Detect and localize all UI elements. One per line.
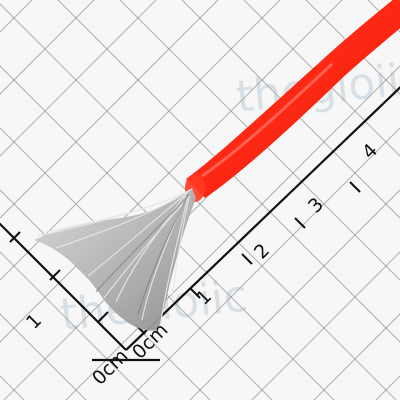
grid-line — [0, 251, 149, 400]
strand — [55, 189, 191, 249]
ruler-tick — [349, 181, 361, 193]
ruler-line — [125, 86, 400, 351]
ruler-left-label-0cm: 0cm — [88, 345, 133, 390]
ruler-tick — [49, 269, 61, 281]
grid-line — [0, 189, 211, 400]
strand-shadow — [95, 193, 191, 293]
grid-line — [127, 127, 400, 400]
strand — [45, 190, 190, 233]
strand — [87, 191, 189, 277]
grid-line — [0, 0, 219, 219]
grid-line — [0, 0, 400, 8]
ruler-tick — [241, 253, 253, 265]
grid-line — [0, 127, 273, 400]
stranded-conductor — [34, 188, 196, 331]
strand — [159, 195, 189, 329]
ruler-tick — [294, 217, 306, 229]
ruler-right-label-3: 3 — [304, 193, 328, 217]
strand-shadow — [137, 194, 189, 315]
ruler-left-label-1: 1 — [22, 309, 46, 333]
grid-line — [189, 189, 400, 400]
ruler-tick — [9, 231, 21, 243]
ruler-right-label-4: 4 — [358, 139, 382, 163]
ruler-tick — [189, 287, 201, 299]
strand — [115, 193, 187, 303]
ruler-line — [0, 222, 127, 351]
grid-line — [181, 0, 400, 219]
grid-line — [0, 0, 281, 281]
strand — [171, 193, 191, 301]
grid-line — [119, 0, 400, 281]
ruler-right-label-2: 2 — [250, 239, 274, 263]
strand — [103, 192, 192, 299]
ruler-tick — [97, 311, 109, 323]
insulation-highlight — [201, 62, 334, 178]
ruler — [0, 86, 400, 362]
grid-line — [0, 0, 157, 157]
red-wire — [34, 0, 400, 331]
